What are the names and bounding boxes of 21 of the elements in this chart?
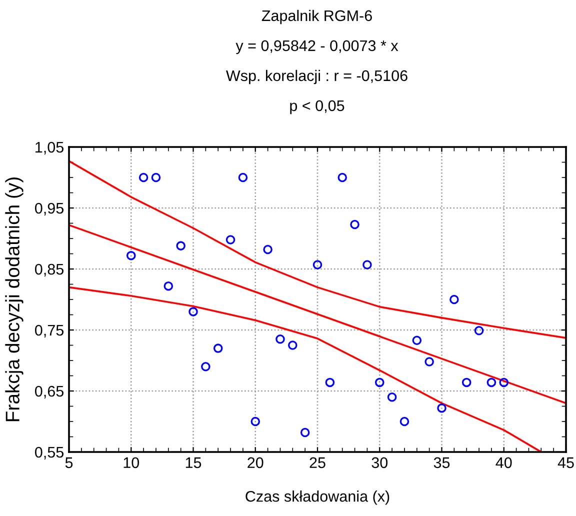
x-tick-label: 20: [248, 457, 264, 468]
x-tick-label: 25: [310, 457, 326, 468]
x-tick-label: 10: [124, 457, 140, 468]
y-axis-title: Frakcja decyzji dodatnich (y): [5, 178, 24, 422]
y-tick-label: 0,95: [35, 202, 64, 216]
text: y = 0,95842 - 0,0073 * x: [236, 40, 398, 54]
x-tick-label: 15: [186, 457, 202, 468]
chart-title: Zapalnik RGM-6: [262, 10, 372, 24]
y-tick-label: 1,05: [36, 142, 64, 154]
x-tick-label: 30: [372, 457, 388, 468]
x-tick-label: 45: [558, 457, 574, 468]
y-tick-label: 0,65: [35, 386, 64, 398]
text: Wsp. korelacji : r = -0,5106: [226, 70, 408, 84]
text: p < 0,05: [290, 100, 344, 114]
y-tick-label: 0,75: [35, 324, 64, 338]
x-axis-title: Czas składowania (x): [246, 490, 390, 505]
x-tick-label: 5: [65, 457, 73, 468]
x-tick-label: 35: [434, 457, 450, 468]
y-tick-label: 0,85: [35, 264, 64, 276]
x-tick-label: 40: [496, 457, 512, 468]
y-tick-label: 0,55: [35, 446, 64, 460]
